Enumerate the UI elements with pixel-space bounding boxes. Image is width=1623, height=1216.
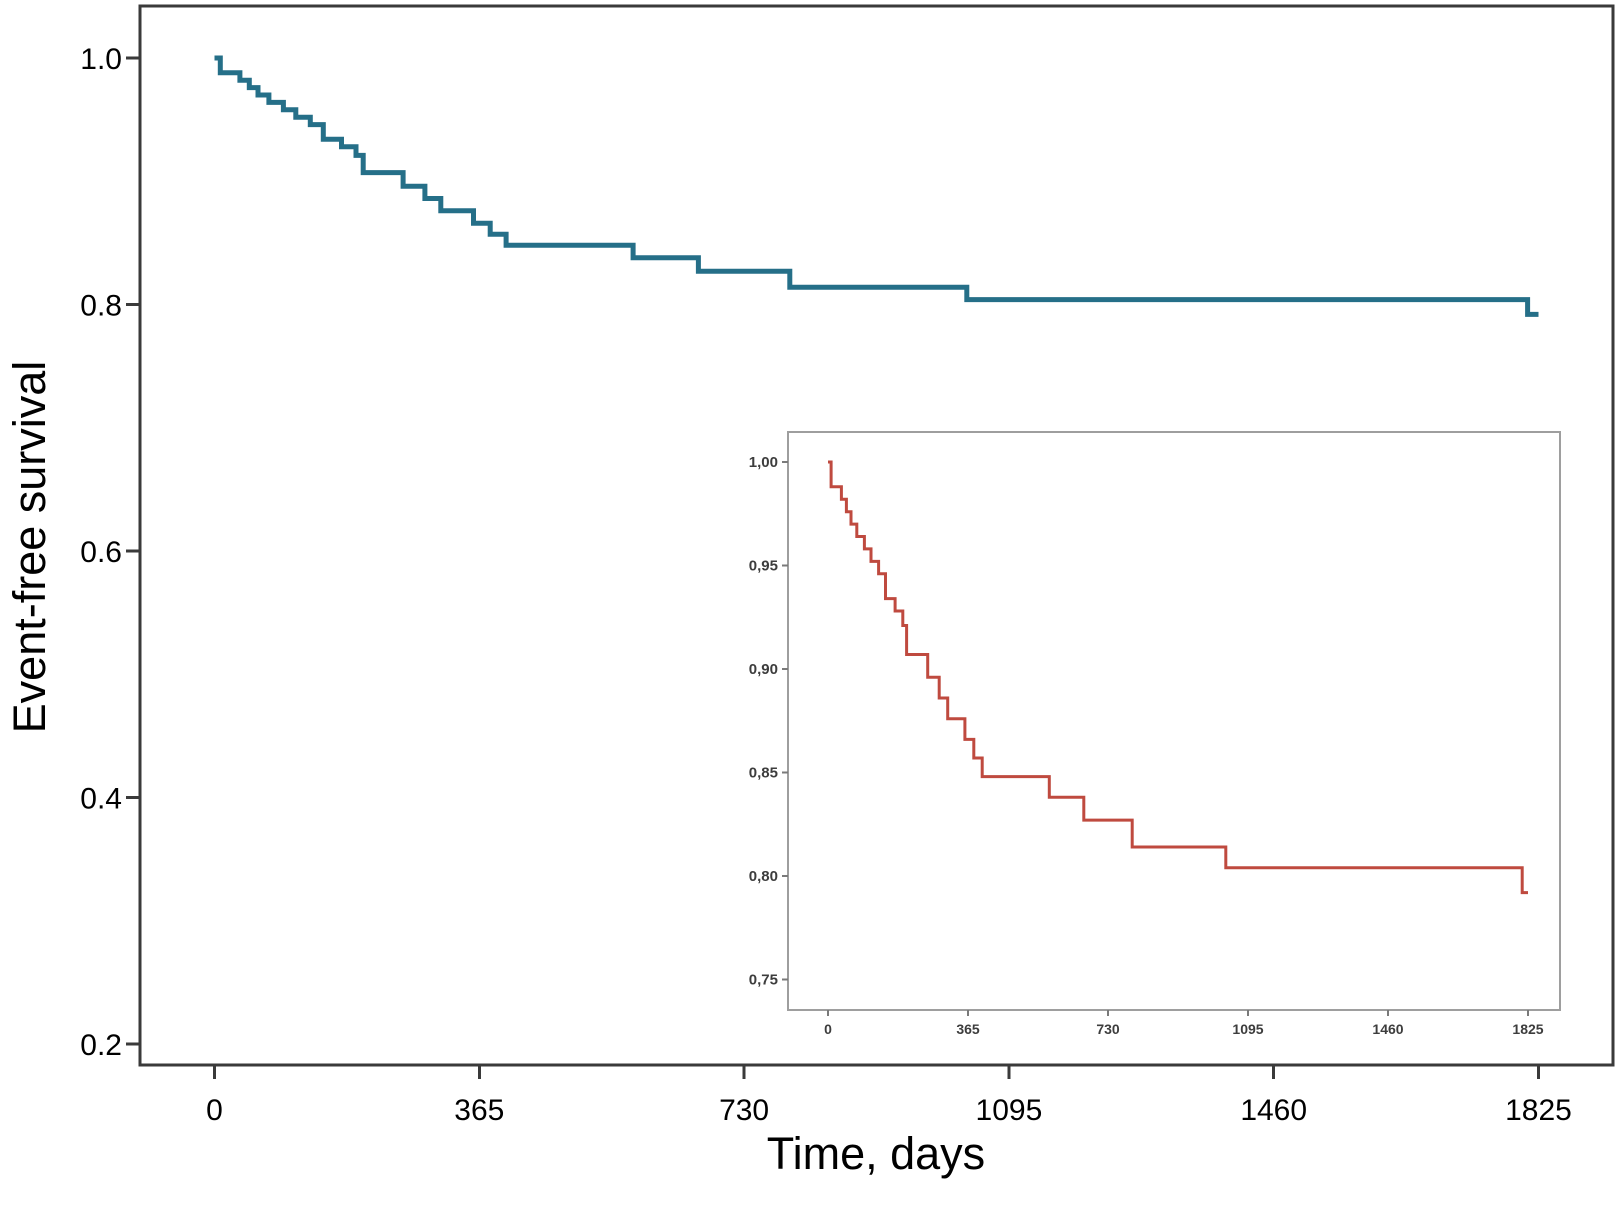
x-axis-title: Time, days (766, 1128, 986, 1179)
main-y-tick-label-4: 0.2 (80, 1029, 122, 1062)
main-y-tick-label-0: 1.0 (80, 43, 122, 76)
main-x-tick-label-4: 1460 (1240, 1094, 1307, 1127)
inset-x-tick-label-2: 730 (1096, 1021, 1120, 1037)
inset-x-tick-label-5: 1825 (1512, 1021, 1543, 1037)
main-y-tick-label-1: 0.8 (80, 290, 122, 323)
main-x-tick-label-3: 1095 (976, 1094, 1043, 1127)
inset-x-tick-label-0: 0 (824, 1021, 832, 1037)
inset-x-tick-label-1: 365 (956, 1021, 980, 1037)
y-axis-title: Event-free survival (4, 360, 55, 734)
inset-y-tick-label-5: 0,75 (749, 972, 778, 989)
inset-survival-curve (828, 460, 1528, 895)
main-x-tick-label-1: 365 (454, 1094, 504, 1127)
main-x-tick-label-5: 1825 (1505, 1094, 1572, 1127)
main-x-tick-label-2: 730 (719, 1094, 769, 1127)
inset-y-tick-label-4: 0,80 (749, 868, 778, 885)
main-x-tick-label-0: 0 (206, 1094, 223, 1127)
inset-y-tick-label-1: 0,95 (749, 558, 778, 575)
inset-y-tick-label-3: 0,85 (749, 765, 778, 782)
main-plot-border (138, 4, 1615, 1067)
main-survival-curve (214, 55, 1539, 317)
inset-x-tick-label-4: 1460 (1372, 1021, 1403, 1037)
inset-x-tick-label-3: 1095 (1232, 1021, 1263, 1037)
main-y-tick-label-3: 0.4 (80, 783, 122, 816)
inset-y-tick-label-0: 1,00 (749, 454, 778, 471)
main-y-tick-label-2: 0.6 (80, 536, 122, 569)
inset-plot-border (787, 431, 1561, 1011)
inset-y-tick-label-2: 0,90 (749, 661, 778, 678)
